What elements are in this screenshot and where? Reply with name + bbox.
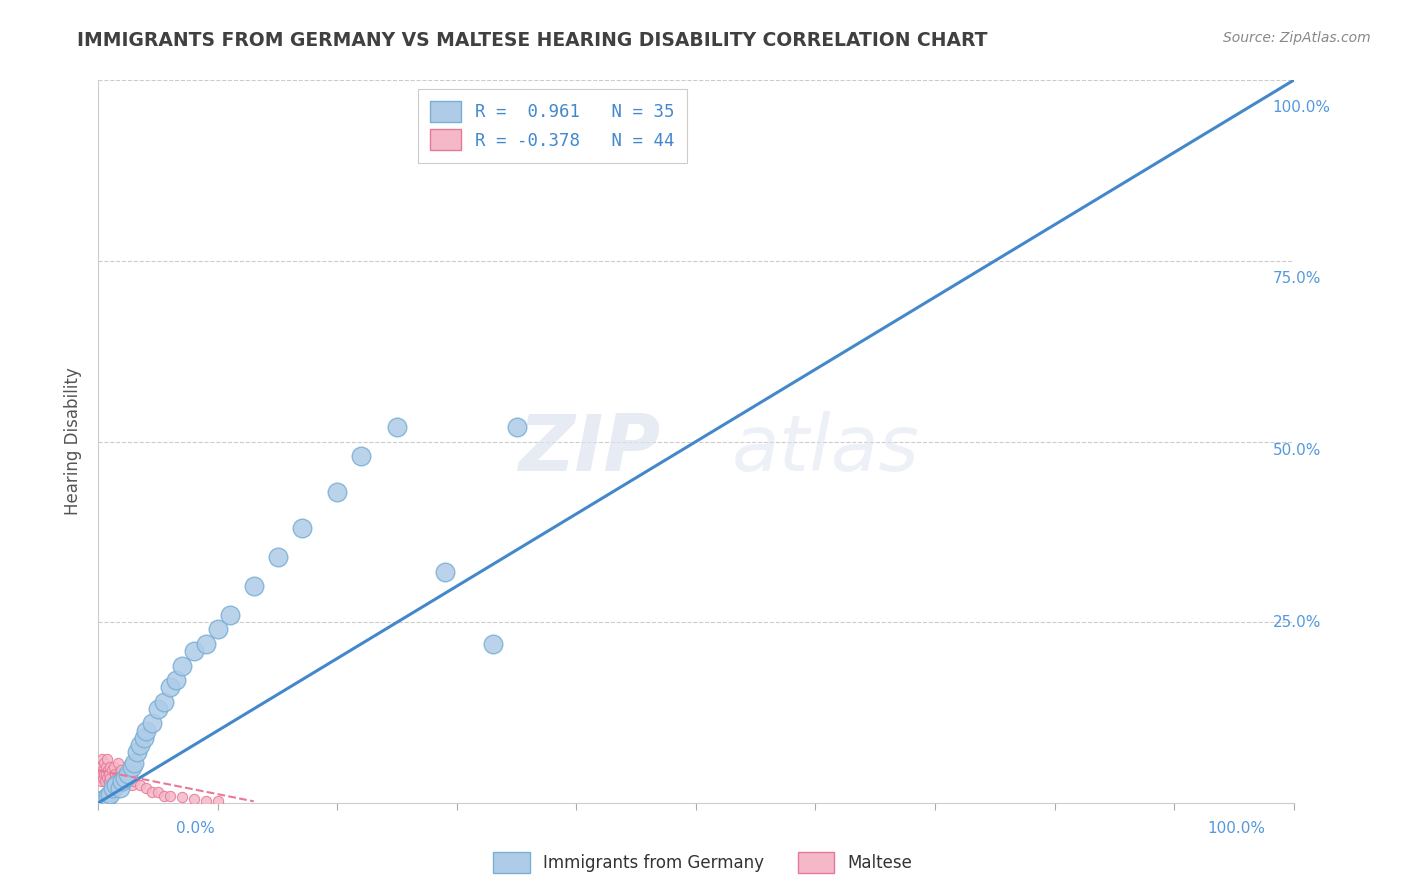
Point	[93, 767, 115, 781]
Point	[195, 794, 218, 808]
Point	[114, 771, 136, 785]
Point	[183, 644, 205, 658]
Text: 75.0%: 75.0%	[1272, 271, 1320, 286]
Point	[135, 723, 157, 738]
Point	[94, 760, 117, 774]
Point	[111, 774, 134, 789]
Point	[90, 760, 112, 774]
Point	[98, 767, 121, 781]
Point	[121, 760, 143, 774]
Text: 100.0%: 100.0%	[1272, 100, 1330, 114]
Point	[110, 764, 132, 778]
Point	[101, 781, 124, 796]
Point	[96, 752, 118, 766]
Point	[207, 623, 229, 637]
Point	[105, 771, 128, 785]
Legend: Immigrants from Germany, Maltese: Immigrants from Germany, Maltese	[486, 846, 920, 880]
Text: 50.0%: 50.0%	[1272, 443, 1320, 458]
Point	[125, 745, 148, 759]
Point	[434, 565, 457, 579]
Point	[153, 695, 176, 709]
Point	[107, 756, 129, 770]
Point	[148, 702, 170, 716]
Point	[91, 794, 114, 808]
Point	[165, 673, 187, 687]
Y-axis label: Hearing Disability: Hearing Disability	[65, 368, 83, 516]
Point	[91, 771, 114, 785]
Point	[97, 789, 120, 803]
Point	[90, 774, 112, 789]
Point	[96, 771, 118, 785]
Point	[141, 716, 163, 731]
Point	[195, 637, 218, 651]
Point	[103, 760, 125, 774]
Point	[153, 789, 176, 803]
Point	[124, 774, 146, 789]
Point	[96, 767, 118, 781]
Point	[159, 680, 181, 694]
Point	[117, 767, 139, 781]
Text: 0.0%: 0.0%	[176, 821, 215, 836]
Text: ZIP: ZIP	[517, 410, 661, 487]
Point	[326, 485, 349, 500]
Point	[101, 774, 124, 789]
Point	[118, 771, 141, 785]
Point	[89, 767, 111, 781]
Point	[98, 760, 121, 774]
Point	[91, 752, 114, 766]
Point	[385, 420, 409, 434]
Point	[91, 764, 114, 778]
Point	[94, 774, 117, 789]
Point	[207, 794, 229, 808]
Point	[100, 764, 122, 778]
Legend: R =  0.961   N = 35, R = -0.378   N = 44: R = 0.961 N = 35, R = -0.378 N = 44	[418, 89, 688, 162]
Point	[243, 579, 266, 593]
Point	[172, 790, 194, 805]
Point	[97, 774, 120, 789]
Point	[482, 637, 505, 651]
Point	[129, 738, 152, 752]
Point	[97, 764, 120, 778]
Point	[129, 778, 152, 792]
Point	[104, 767, 127, 781]
Point	[291, 521, 314, 535]
Point	[183, 792, 205, 806]
Point	[267, 550, 290, 565]
Point	[135, 781, 157, 796]
Point	[124, 756, 146, 770]
Text: Source: ZipAtlas.com: Source: ZipAtlas.com	[1223, 31, 1371, 45]
Point	[172, 658, 194, 673]
Text: 100.0%: 100.0%	[1208, 821, 1265, 836]
Point	[108, 781, 131, 796]
Point	[107, 767, 129, 781]
Point	[115, 774, 138, 789]
Point	[93, 792, 115, 806]
Point	[141, 785, 163, 799]
Point	[159, 789, 181, 803]
Point	[114, 767, 136, 781]
Point	[105, 778, 128, 792]
Point	[132, 731, 155, 745]
Point	[121, 778, 143, 792]
Text: atlas: atlas	[733, 410, 920, 487]
Point	[93, 756, 115, 770]
Text: 25.0%: 25.0%	[1272, 615, 1320, 630]
Point	[98, 771, 122, 785]
Point	[148, 785, 170, 799]
Text: IMMIGRANTS FROM GERMANY VS MALTESE HEARING DISABILITY CORRELATION CHART: IMMIGRANTS FROM GERMANY VS MALTESE HEARI…	[77, 31, 988, 50]
Point	[506, 420, 529, 434]
Point	[89, 771, 111, 785]
Point	[219, 607, 242, 622]
Point	[111, 771, 134, 785]
Point	[350, 449, 373, 463]
Point	[108, 774, 131, 789]
Point	[98, 787, 122, 801]
